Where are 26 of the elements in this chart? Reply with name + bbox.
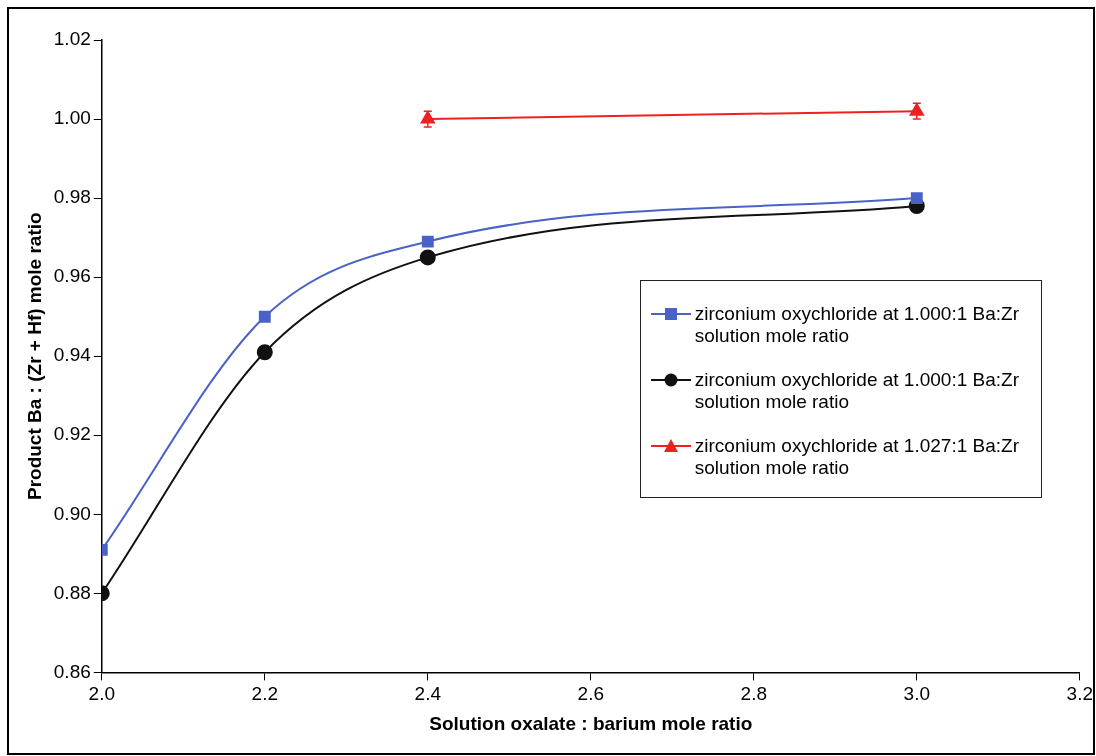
x-axis-title: Solution oxalate : barium mole ratio xyxy=(429,712,753,734)
y-tick-label: 0.96 xyxy=(53,265,91,287)
y-tick-label: 1.02 xyxy=(53,28,91,50)
x-tick-label: 2.6 xyxy=(577,683,604,705)
y-tick-label: 0.98 xyxy=(53,186,91,208)
x-tick-label: 2.4 xyxy=(414,683,442,705)
y-tick-label: 0.94 xyxy=(53,344,92,366)
point xyxy=(910,192,923,205)
legend-label: zirconium oxychloride at 1.027:1 Ba:Zr solution mole ratio xyxy=(694,435,1020,479)
point xyxy=(419,249,436,266)
x-tick-label: 3.2 xyxy=(1066,683,1093,705)
y-tick-label: 1.00 xyxy=(53,107,91,129)
legend-label: zirconium oxychloride at 1.000:1 Ba:Zr solution mole ratio xyxy=(694,303,1020,347)
y-tick-label: 0.90 xyxy=(53,502,91,524)
x-tick-label: 2.2 xyxy=(251,683,278,705)
legend-label: zirconium oxychloride at 1.000:1 Ba:Zr solution mole ratio xyxy=(694,369,1020,413)
point xyxy=(258,310,271,323)
y-tick-label: 0.92 xyxy=(53,423,91,445)
x-tick-label: 2.8 xyxy=(740,683,767,705)
point xyxy=(421,235,434,248)
x-tick-label: 3.0 xyxy=(903,683,930,705)
y-tick-label: 0.86 xyxy=(53,660,91,682)
point xyxy=(256,344,273,361)
y-tick-label: 0.88 xyxy=(53,581,91,603)
x-tick-label: 2.0 xyxy=(88,683,115,705)
y-axis-title: Product Ba : (Zr + Hf) mole ratio xyxy=(23,212,45,501)
